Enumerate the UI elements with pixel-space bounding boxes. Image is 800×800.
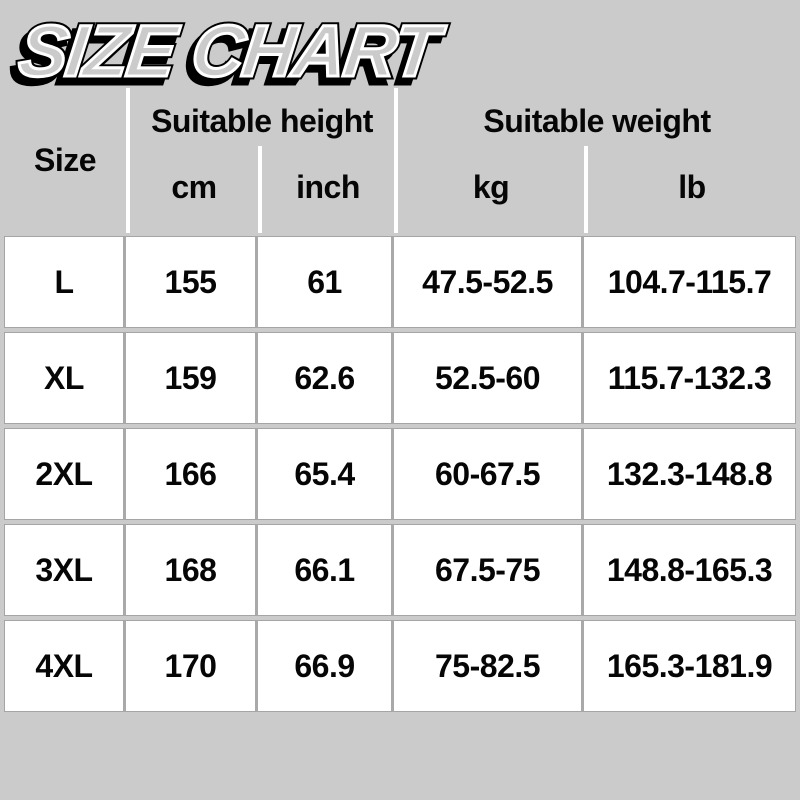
cell-kg: 52.5-60 [394,332,584,424]
column-group-suitable-weight: Suitable weight [483,102,711,139]
cell-lb: 104.7-115.7 [584,236,796,328]
cell-size: 3XL [4,524,126,616]
table-row-l: L 155 61 47.5-52.5 104.7-115.7 [4,236,796,328]
cell-cm: 159 [126,332,258,424]
header-divider-cm-inch [258,146,262,233]
cell-inch: 65.4 [258,428,394,520]
column-header-cm: cm [171,168,217,205]
cell-size: XL [4,332,126,424]
title-shadow-layer: SIZE CHART [9,16,443,96]
cell-inch: 61 [258,236,394,328]
title-outline-layer: SIZE CHART [15,10,449,92]
column-header-lb: lb [678,168,706,205]
cell-lb: 148.8-165.3 [584,524,796,616]
cell-cm: 170 [126,620,258,712]
cell-inch: 66.9 [258,620,394,712]
table-row-3xl: 3XL 168 66.1 67.5-75 148.8-165.3 [4,524,796,616]
page-title: SIZE CHART SIZE CHART SIZE CHART [4,0,494,102]
cell-kg: 47.5-52.5 [394,236,584,328]
header-divider-kg-lb [584,146,588,233]
cell-inch: 66.1 [258,524,394,616]
table-row-2xl: 2XL 166 65.4 60-67.5 132.3-148.8 [4,428,796,520]
header-divider-height-weight [394,88,398,233]
table-header: Size Suitable height Suitable weight cm … [4,88,796,233]
cell-cm: 168 [126,524,258,616]
column-header-kg: kg [472,168,510,205]
cell-inch: 62.6 [258,332,394,424]
cell-cm: 166 [126,428,258,520]
title-face-layer: SIZE CHART [15,10,449,92]
cell-size: 2XL [4,428,126,520]
cell-lb: 132.3-148.8 [584,428,796,520]
column-header-size: Size [33,142,97,178]
cell-kg: 67.5-75 [394,524,584,616]
cell-cm: 155 [126,236,258,328]
header-divider-size [126,88,130,233]
table-body: L 155 61 47.5-52.5 104.7-115.7 XL 159 62… [4,236,796,716]
cell-kg: 75-82.5 [394,620,584,712]
cell-lb: 115.7-132.3 [584,332,796,424]
cell-size: L [4,236,126,328]
cell-size: 4XL [4,620,126,712]
table-row-xl: XL 159 62.6 52.5-60 115.7-132.3 [4,332,796,424]
cell-kg: 60-67.5 [394,428,584,520]
column-header-inch: inch [296,168,360,205]
cell-lb: 165.3-181.9 [584,620,796,712]
title-graphic: SIZE CHART SIZE CHART SIZE CHART [5,7,452,102]
table-row-4xl: 4XL 170 66.9 75-82.5 165.3-181.9 [4,620,796,712]
column-group-suitable-height: Suitable height [151,102,373,139]
